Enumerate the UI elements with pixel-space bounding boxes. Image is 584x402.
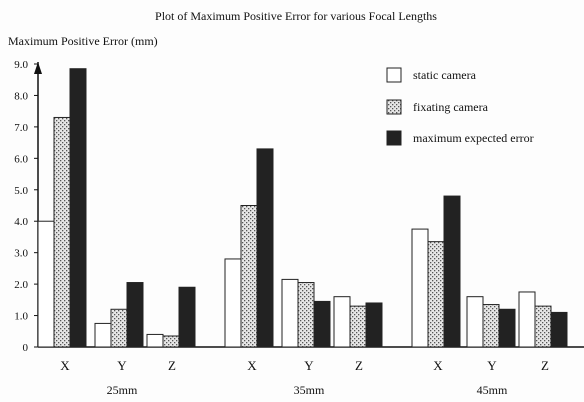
x-category-label: Z bbox=[168, 358, 176, 373]
x-category-label: Y bbox=[117, 358, 127, 373]
bar-white-45mm-X bbox=[412, 229, 428, 347]
x-category-label: Y bbox=[304, 358, 314, 373]
bar-white-25mm-Z bbox=[147, 334, 163, 347]
legend-swatch-dark bbox=[387, 131, 401, 145]
chart-title: Plot of Maximum Positive Error for vario… bbox=[155, 9, 437, 23]
x-category-label: Y bbox=[487, 358, 497, 373]
y-tick-label: 2.0 bbox=[14, 279, 28, 291]
y-tick-label: 0 bbox=[23, 342, 29, 354]
bar-white-35mm-Z bbox=[334, 297, 350, 347]
y-tick-label: 9.0 bbox=[14, 59, 28, 71]
bar-dotted-25mm-X bbox=[54, 117, 70, 347]
bar-white-35mm-Y bbox=[282, 279, 298, 347]
x-category-label: Z bbox=[541, 358, 549, 373]
y-tick-label: 4.0 bbox=[14, 216, 28, 228]
bar-dotted-45mm-X bbox=[428, 242, 444, 347]
bar-dark-25mm-Y bbox=[127, 283, 143, 347]
bar-dark-35mm-Y bbox=[314, 301, 330, 347]
bar-dotted-25mm-Z bbox=[163, 336, 179, 347]
bar-dark-45mm-Z bbox=[551, 312, 567, 347]
legend-swatch-dotted bbox=[387, 100, 401, 114]
x-group-label: 35mm bbox=[294, 383, 325, 397]
x-group-label: 25mm bbox=[107, 383, 138, 397]
bar-dotted-45mm-Z bbox=[535, 306, 551, 347]
legend-label: static camera bbox=[413, 68, 477, 82]
y-tick-label: 1.0 bbox=[14, 311, 28, 323]
bar-white-25mm-Y bbox=[95, 323, 111, 347]
bar-white-25mm-X bbox=[38, 221, 54, 347]
x-category-label: X bbox=[433, 358, 443, 373]
y-tick-labels: 0 1.0 2.0 3.0 4.0 5.0 6.0 7.0 8.0 9.0 bbox=[14, 59, 38, 354]
bar-dark-35mm-X bbox=[257, 149, 273, 347]
y-tick-label: 6.0 bbox=[14, 153, 28, 165]
y-tick-label: 5.0 bbox=[14, 185, 28, 197]
bar-dotted-35mm-X bbox=[241, 206, 257, 348]
y-tick-label: 3.0 bbox=[14, 248, 28, 260]
bar-dotted-35mm-Y bbox=[298, 283, 314, 347]
bar-white-45mm-Y bbox=[467, 297, 483, 347]
bar-white-35mm-X bbox=[225, 259, 241, 347]
bar-dotted-35mm-Z bbox=[350, 306, 366, 347]
bar-white-45mm-Z bbox=[519, 292, 535, 347]
y-axis-label: Maximum Positive Error (mm) bbox=[8, 34, 158, 48]
legend: static camera fixating camera maximum expe… bbox=[387, 68, 534, 145]
y-tick-label: 8.0 bbox=[14, 90, 28, 102]
bar-dark-35mm-Z bbox=[366, 303, 382, 347]
x-category-label: X bbox=[247, 358, 257, 373]
bar-dotted-25mm-Y bbox=[111, 309, 127, 347]
bar-dark-25mm-Z bbox=[179, 287, 195, 347]
bar-dark-25mm-X bbox=[70, 69, 86, 347]
x-group-label: 45mm bbox=[477, 383, 508, 397]
x-tick-labels: X Y Z 25mm X Y Z 35mm X Y Z 45mm bbox=[60, 358, 549, 397]
bar-dark-45mm-Y bbox=[499, 309, 515, 347]
x-category-label: Z bbox=[355, 358, 363, 373]
bar-dark-45mm-X bbox=[444, 196, 460, 347]
y-tick-label: 7.0 bbox=[14, 122, 28, 134]
bar-dotted-45mm-Y bbox=[483, 305, 499, 347]
legend-label: fixating camera bbox=[413, 100, 489, 114]
legend-swatch-white bbox=[387, 68, 401, 82]
x-category-label: X bbox=[60, 358, 70, 373]
legend-label: maximum expected error bbox=[413, 131, 534, 145]
